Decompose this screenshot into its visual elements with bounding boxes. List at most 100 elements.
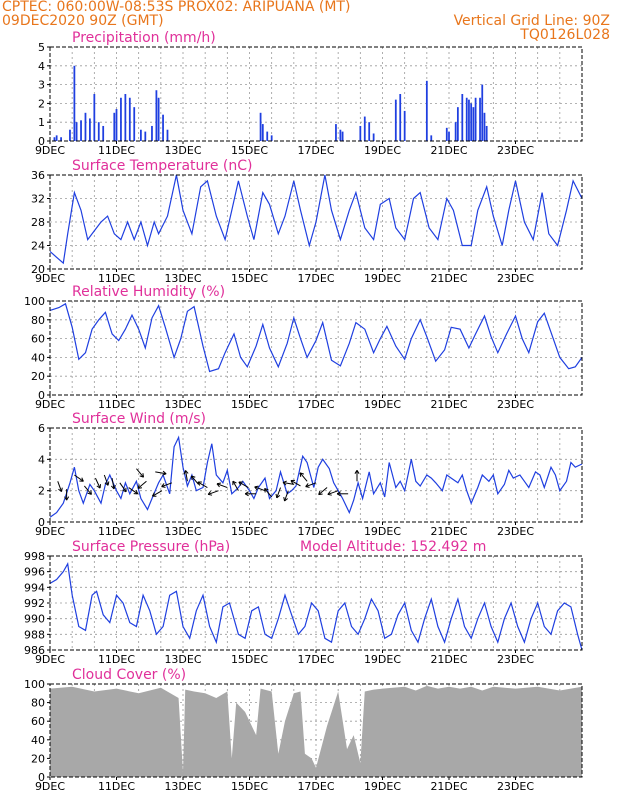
x-tick-label: 23DEC bbox=[497, 525, 534, 538]
x-tick-label: 23DEC bbox=[497, 780, 534, 793]
y-tick-label: 60 bbox=[31, 333, 45, 346]
wind-arrow-head bbox=[264, 488, 266, 493]
wind-arrow-head bbox=[110, 485, 115, 490]
wind-arrow bbox=[283, 490, 289, 502]
x-tick-label: 13DEC bbox=[164, 525, 201, 538]
x-tick-label: 13DEC bbox=[164, 144, 201, 157]
wind-arrow-head bbox=[284, 498, 288, 502]
y-tick-label: 2 bbox=[38, 97, 45, 110]
precip-bar bbox=[97, 122, 100, 141]
wind-arrow-head bbox=[327, 491, 331, 495]
wind-arrow bbox=[155, 470, 167, 476]
x-tick-label: 21DEC bbox=[430, 780, 467, 793]
y-tick-label: 994 bbox=[24, 581, 45, 594]
wind-arrow-head bbox=[122, 489, 127, 493]
precip-bar bbox=[472, 107, 475, 141]
precip-bar bbox=[341, 131, 344, 141]
x-tick-label: 13DEC bbox=[164, 398, 201, 411]
wind-arrow bbox=[238, 481, 249, 488]
wind-arrow-head bbox=[139, 475, 144, 478]
precip-bar bbox=[113, 112, 116, 141]
precip-bar bbox=[368, 122, 371, 141]
wind-arrow-head bbox=[197, 481, 201, 486]
precip-bar bbox=[474, 97, 477, 141]
panel-title: Surface Temperature (nC) bbox=[72, 158, 253, 174]
y-tick-label: 4 bbox=[38, 60, 45, 73]
cloud-cover-area bbox=[50, 685, 582, 777]
wind-arrow-shaft bbox=[111, 478, 115, 490]
x-tick-label: 19DEC bbox=[364, 525, 401, 538]
precip-bar bbox=[124, 94, 127, 141]
precip-bar bbox=[470, 103, 473, 141]
wind-arrow bbox=[305, 482, 317, 488]
wind-arrow-shaft bbox=[137, 480, 147, 489]
wind-arrow-shaft bbox=[185, 470, 188, 482]
precip-bar bbox=[454, 122, 457, 141]
wind-arrow bbox=[336, 491, 349, 497]
header-station-line: CPTEC: 060:00W-08:53S PROX02: ARIPUANA (… bbox=[2, 0, 351, 15]
y-tick-label: 80 bbox=[31, 314, 45, 327]
wind-arrow bbox=[151, 490, 163, 497]
y-tick-label: 28 bbox=[31, 216, 45, 229]
y-tick-label: 988 bbox=[24, 628, 45, 641]
wind-arrow-head bbox=[207, 491, 212, 495]
x-tick-label: 17DEC bbox=[297, 144, 334, 157]
wind-arrow-shaft bbox=[119, 482, 127, 493]
wind-arrow-head bbox=[254, 485, 259, 488]
wind-arrow-head bbox=[162, 470, 167, 475]
precip-bar bbox=[339, 129, 342, 141]
wind-arrow bbox=[244, 491, 257, 497]
wind-arrow-head bbox=[208, 493, 213, 496]
y-tick-label: 3 bbox=[38, 79, 45, 92]
wind-arrow bbox=[128, 487, 139, 495]
x-tick-label: 19DEC bbox=[364, 398, 401, 411]
wind-arrow bbox=[207, 490, 219, 496]
wind-arrow-head bbox=[96, 485, 101, 489]
x-tick-label: 11DEC bbox=[98, 653, 135, 666]
series-line bbox=[49, 561, 583, 651]
x-tick-label: 15DEC bbox=[231, 525, 268, 538]
wind-arrow-head bbox=[282, 482, 287, 486]
wind-arrow-head bbox=[327, 493, 332, 496]
wind-arrow-head bbox=[264, 488, 269, 491]
precip-bar bbox=[259, 112, 262, 141]
wind-arrow bbox=[197, 481, 208, 488]
y-tick-label: 20 bbox=[31, 263, 45, 276]
wind-arrow-head bbox=[90, 490, 92, 495]
precip-bar bbox=[53, 137, 56, 141]
panel-title: Precipitation (mm/h) bbox=[72, 30, 216, 46]
panel-4: 0 2 4 6 9DEC 11DEC 13DEC 15DEC 17DEC 19DEC 21DEC 23… bbox=[35, 411, 583, 538]
wind-arrow-shaft bbox=[136, 468, 144, 478]
wind-arrow bbox=[94, 477, 102, 489]
y-tick-label: 80 bbox=[31, 697, 45, 710]
precip-bar bbox=[266, 131, 269, 141]
x-tick-label: 13DEC bbox=[164, 780, 201, 793]
wind-arrow-shaft bbox=[254, 486, 266, 492]
wind-arrow-head bbox=[254, 486, 258, 491]
precip-bar bbox=[115, 109, 118, 141]
y-tick-label: 20 bbox=[31, 370, 45, 383]
precip-bar bbox=[261, 124, 264, 141]
wind-arrow-head bbox=[354, 470, 358, 474]
precip-bar bbox=[133, 107, 136, 141]
y-tick-label: 0 bbox=[38, 516, 45, 529]
wind-arrow bbox=[299, 472, 308, 482]
panel-3: 0 20 40 60 80 100 9DEC 11DEC 13DEC 15DEC 17DEC 19DE… bbox=[24, 284, 583, 411]
precip-bar bbox=[84, 112, 87, 141]
x-tick-label: 19DEC bbox=[364, 653, 401, 666]
x-tick-label: 11DEC bbox=[98, 272, 135, 285]
wind-arrow-shaft bbox=[327, 490, 339, 495]
precip-bar bbox=[359, 125, 362, 141]
wind-arrow-head bbox=[142, 473, 145, 478]
x-tick-label: 11DEC bbox=[98, 525, 135, 538]
wind-arrow-head bbox=[356, 470, 360, 474]
x-tick-label: 17DEC bbox=[297, 780, 334, 793]
wind-arrow-head bbox=[216, 482, 222, 485]
x-tick-label: 9DEC bbox=[35, 525, 65, 538]
wind-arrow-head bbox=[104, 482, 109, 486]
wind-arrow-head bbox=[113, 485, 116, 490]
wind-arrow-head bbox=[66, 496, 70, 501]
y-tick-label: 100 bbox=[24, 295, 45, 308]
y-tick-label: 60 bbox=[31, 715, 45, 728]
